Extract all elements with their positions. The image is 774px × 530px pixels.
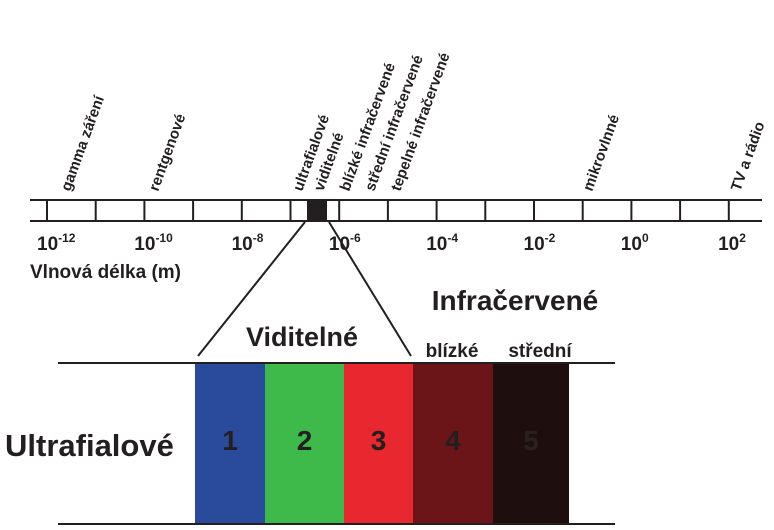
tick-exponent: 0: [642, 231, 649, 245]
band-number: 1: [222, 425, 238, 456]
tick-label: 10-4: [426, 231, 458, 255]
near-label: blízké: [426, 341, 479, 362]
tick-base: 10: [524, 234, 545, 255]
tick-exponent: -4: [447, 231, 458, 245]
band-label: TV a rádio: [728, 119, 769, 193]
tick-base: 10: [621, 234, 642, 255]
zoom-line: [197, 221, 306, 357]
visible-heading: Viditelné: [246, 322, 358, 352]
tick-base: 10: [134, 234, 155, 255]
band-number: 2: [297, 425, 313, 456]
tick-exponent: -12: [58, 231, 76, 245]
visible-marker: [307, 200, 327, 221]
tick-exponent: -6: [350, 231, 361, 245]
tick-label: 102: [718, 231, 746, 255]
tick-label: 10-6: [329, 231, 361, 255]
band: [265, 364, 344, 523]
tick-label: 100: [621, 231, 649, 255]
tick-exponent: 2: [739, 231, 746, 245]
tick-base: 10: [232, 234, 253, 255]
tick-exponent: -8: [253, 231, 264, 245]
tick-label: 10-8: [232, 231, 264, 255]
tick-exponent: -10: [155, 231, 173, 245]
tick-label: 10-10: [134, 231, 173, 255]
tick-base: 10: [426, 234, 447, 255]
tick-base: 10: [37, 234, 58, 255]
band-number: 4: [445, 425, 461, 456]
band-label: gamma záření: [58, 93, 108, 194]
band-label: rentgenové: [146, 112, 190, 194]
axis-label: Vlnová délka (m): [30, 262, 181, 283]
band-number: 3: [371, 425, 387, 456]
tick-label: 10-2: [524, 231, 556, 255]
band: [344, 364, 413, 523]
ultraviolet-label: Ultrafialové: [5, 428, 174, 463]
tick-exponent: -2: [545, 231, 556, 245]
band-label: mikrovlnné: [580, 112, 623, 193]
zoom-line: [328, 221, 412, 357]
band: [413, 364, 493, 523]
tick-label: 10-12: [37, 231, 76, 255]
band: [195, 364, 265, 523]
infrared-heading: Infračervené: [432, 285, 599, 316]
middle-label: střední: [508, 341, 572, 362]
band: [493, 364, 569, 523]
scale-bar: [30, 199, 762, 222]
tick-base: 10: [718, 234, 739, 255]
band-number: 5: [523, 425, 539, 456]
tick-base: 10: [329, 234, 350, 255]
